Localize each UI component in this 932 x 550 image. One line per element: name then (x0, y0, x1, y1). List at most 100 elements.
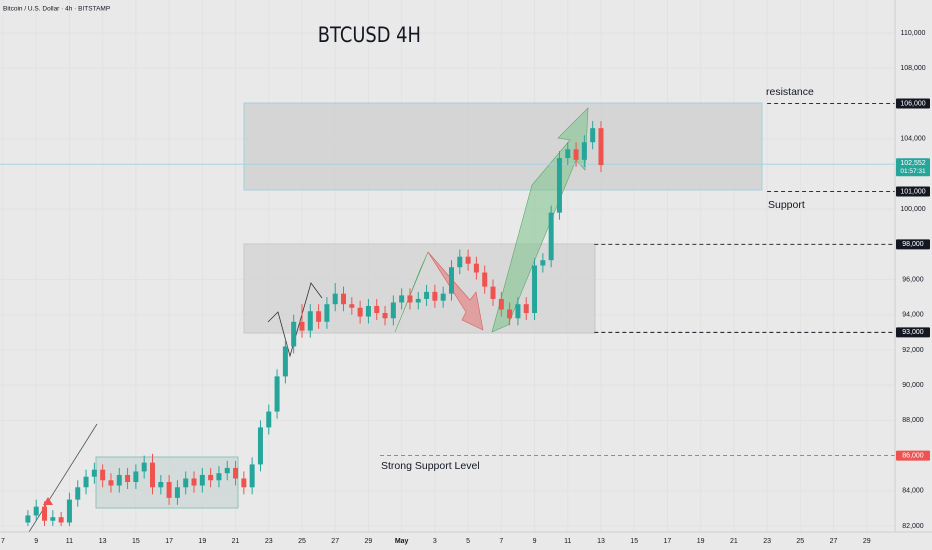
candle-body (216, 473, 222, 481)
candle-body (357, 307, 363, 317)
candle-body (42, 506, 48, 521)
candle-body (33, 506, 39, 516)
axis: 82,000 84,000 88,000 90,000 92,000 94,000 96,0… (1, 30, 930, 545)
candle-body (332, 293, 338, 305)
candle-body (141, 462, 147, 472)
x-tick-label: 23 (265, 538, 273, 545)
countdown-label: 01:57:31 (900, 168, 926, 175)
x-tick-label: 9 (533, 538, 537, 545)
annotation: Strong Support Level (381, 460, 480, 472)
x-tick-label: 17 (664, 538, 672, 545)
candle-body (324, 304, 330, 322)
candle-body (432, 291, 438, 301)
candle-body (25, 515, 31, 523)
candle-body (540, 260, 546, 266)
candle-body (116, 474, 122, 486)
x-tick-label: 11 (66, 538, 73, 545)
candle-body (208, 474, 214, 481)
candle-body (482, 272, 488, 287)
candle-body (83, 476, 89, 488)
candle-body (174, 487, 180, 498)
candle-body (532, 265, 538, 314)
candle-body (457, 256, 463, 268)
candle-body (415, 298, 421, 303)
candle-body (166, 482, 172, 498)
candle-body (573, 149, 579, 160)
candle-body (149, 462, 155, 488)
candle-body (382, 313, 388, 319)
up-arrow (394, 251, 429, 333)
level-label-bg (896, 186, 930, 197)
candle-body (565, 149, 571, 159)
x-tick-label: 5 (466, 538, 470, 545)
y-tick-label: 82,000 (902, 523, 924, 530)
candle-body (75, 487, 81, 500)
chart-title: BTCUSD 4H (318, 23, 421, 48)
candle-body (266, 411, 272, 428)
candle-body (556, 158, 562, 213)
trend-line (28, 423, 98, 533)
zigzag-line (267, 282, 323, 358)
candle-body (598, 128, 604, 166)
candle-body (581, 142, 587, 160)
x-tick-label: 25 (298, 538, 306, 545)
y-tick-label: 94,000 (902, 312, 924, 319)
x-tick-label: 27 (331, 538, 339, 545)
y-tick-label: 110,000 (901, 30, 926, 37)
x-tick-label: 3 (433, 538, 437, 545)
candle-body (233, 467, 239, 479)
candle-body (407, 295, 413, 303)
resistance-zone (243, 102, 763, 191)
candle-body (424, 291, 430, 299)
candle-body (133, 471, 139, 483)
arrow-marker (43, 497, 53, 505)
x-tick-label: 21 (730, 538, 738, 545)
x-tick-label: 15 (132, 538, 140, 545)
candle-body (291, 321, 297, 347)
candle-body (307, 311, 313, 331)
x-tick-label: 7 (499, 538, 503, 545)
level-label: 98,000 (902, 241, 924, 248)
candle-body (108, 480, 114, 486)
y-tick-label: 104,000 (900, 136, 925, 143)
last-price-label: 102,552 (900, 160, 925, 167)
candle-body (257, 427, 263, 465)
candle-body (299, 321, 305, 331)
level-label: 106,000 (900, 100, 925, 107)
x-tick-label: 13 (597, 538, 605, 545)
candle-body (91, 469, 97, 477)
candle-body (374, 305, 380, 314)
plot (0, 103, 895, 527)
candle-body (66, 499, 72, 523)
x-tick-label: 11 (564, 538, 571, 545)
x-tick-label: May (395, 538, 409, 545)
candle-body (473, 263, 479, 273)
candle-body (440, 293, 446, 301)
candle-body (282, 346, 288, 377)
candle-body (498, 298, 504, 310)
candle-body (274, 376, 280, 412)
candle-body (523, 304, 529, 314)
candle-body (448, 267, 454, 294)
candle-body (100, 469, 106, 481)
level-label: 86,000 (902, 452, 924, 459)
y-tick-label: 100,000 (900, 206, 925, 213)
candle-body (349, 304, 355, 308)
x-tick-label: 19 (198, 538, 206, 545)
candle-body (191, 478, 197, 486)
candle-body (548, 212, 554, 261)
x-tick-label: 27 (830, 538, 838, 545)
x-tick-label: 29 (365, 538, 373, 545)
level-label-bg (896, 327, 930, 338)
candle-body (241, 478, 247, 488)
candle-body (490, 286, 496, 299)
level-label: 101,000 (900, 188, 925, 195)
candle-body (224, 467, 230, 474)
candle-body (249, 464, 255, 488)
level-label-bg (896, 239, 930, 250)
level-label: 93,000 (902, 329, 924, 336)
x-tick-label: 29 (863, 538, 871, 545)
y-tick-label: 84,000 (902, 488, 924, 495)
x-tick-label: 15 (630, 538, 638, 545)
